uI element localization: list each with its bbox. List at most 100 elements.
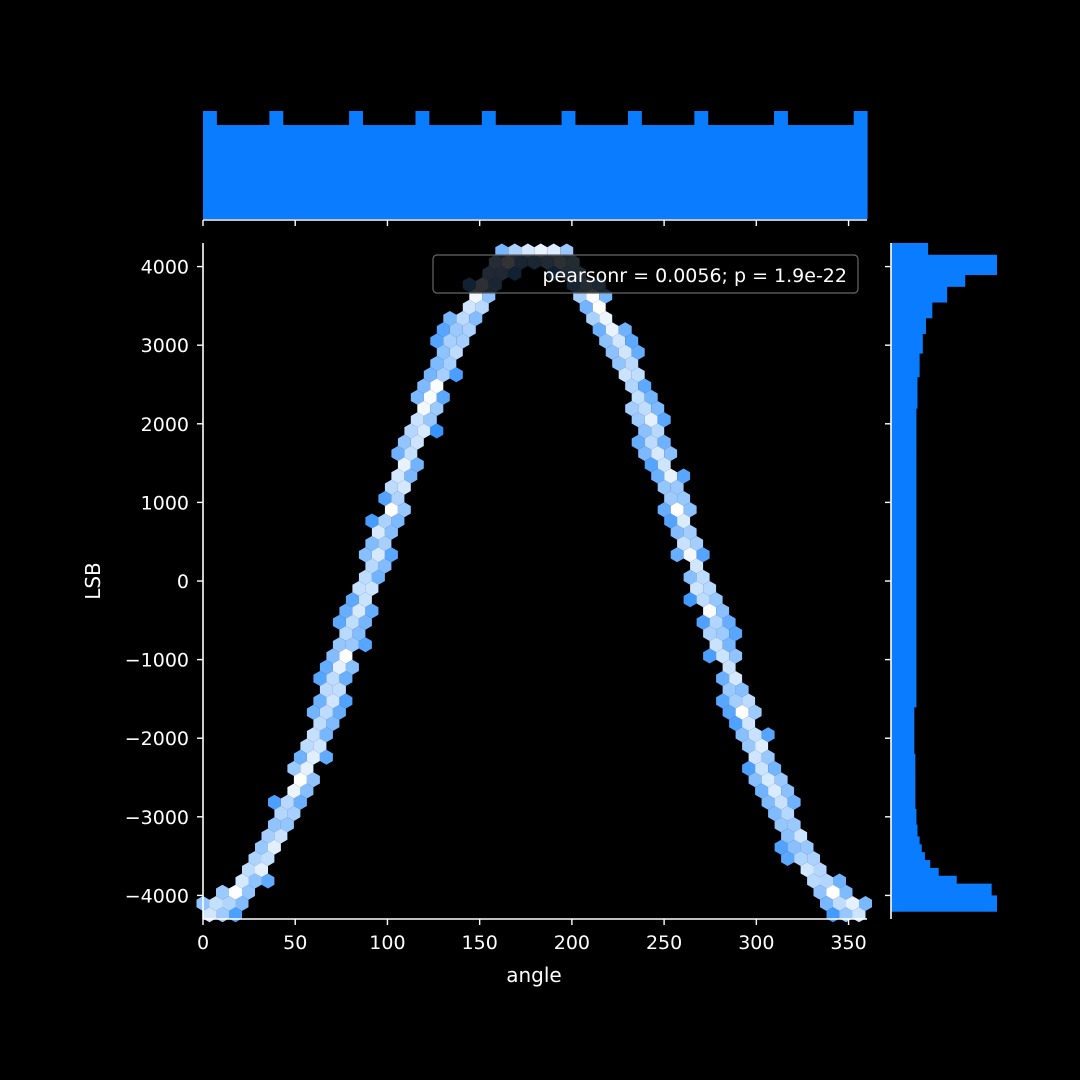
hex-bin <box>436 367 450 383</box>
hex-bin <box>261 851 275 866</box>
hex-bin <box>839 884 853 900</box>
right-hist-bar <box>891 753 916 786</box>
top-hist-bar <box>707 125 722 219</box>
hex-bin <box>397 457 411 473</box>
hex-bin <box>339 671 353 686</box>
hex-bin <box>644 434 658 450</box>
top-hist-bar <box>588 125 602 219</box>
top-hist-bar <box>256 125 270 219</box>
right-hist-bar <box>891 895 997 912</box>
hex-bin <box>430 401 444 416</box>
hex-bin <box>774 772 788 788</box>
hex-bin <box>358 547 372 563</box>
legend: pearsonr = 0.0056; p = 1.9e-22 <box>432 254 859 294</box>
hex-bin <box>677 468 691 484</box>
hex-bin <box>397 502 411 518</box>
hex-bin <box>326 671 340 686</box>
hex-bin <box>742 761 756 776</box>
hex-bin <box>242 884 255 900</box>
hex-bin <box>696 569 710 585</box>
main-axes: 0 50 100 150 200 250 300 350 −4000 −3000 −2000 −100… <box>125 243 867 954</box>
hex-bin <box>826 884 840 900</box>
hex-bin <box>709 614 723 630</box>
hex-bin <box>274 828 288 844</box>
y-tick-label: −3000 <box>125 807 189 829</box>
hex-bin <box>644 389 658 405</box>
top-hist-bar <box>229 125 244 219</box>
hex-bin <box>339 648 353 664</box>
hex-bin <box>313 693 327 709</box>
hex-bin <box>352 581 366 596</box>
hex-bin <box>384 524 398 540</box>
hex-bin <box>436 322 450 338</box>
hex-bin <box>651 446 665 461</box>
hex-bin <box>722 614 736 630</box>
hex-bin <box>768 761 782 776</box>
hex-bin <box>436 389 450 405</box>
hex-bin <box>456 333 470 349</box>
hex-bin <box>345 659 359 675</box>
hex-bin <box>306 749 320 765</box>
hex-bin <box>293 749 307 765</box>
right-hist-bar <box>891 875 957 885</box>
hex-bin <box>787 794 801 810</box>
hex-bin <box>417 378 431 394</box>
hex-bin <box>813 862 827 878</box>
hex-bin <box>657 457 671 473</box>
hex-bin <box>677 491 691 506</box>
right-hist-bar <box>891 317 926 334</box>
hex-bin <box>384 502 398 518</box>
top-hist-bar <box>282 125 297 219</box>
hex-bin <box>384 547 398 563</box>
hex-bin <box>625 401 639 416</box>
hex-bin <box>716 648 730 664</box>
hex-bin <box>638 423 652 439</box>
hex-bin <box>345 637 359 653</box>
right-hist-bar <box>891 376 918 409</box>
hex-bin <box>222 896 236 911</box>
hex-bin <box>670 524 684 540</box>
hex-bin <box>209 896 223 911</box>
hex-bin <box>378 491 392 506</box>
x-tick-label: 100 <box>369 932 405 954</box>
hex-bin <box>365 558 379 574</box>
hex-bin <box>443 333 457 349</box>
hex-bin <box>813 884 827 900</box>
hex-bin <box>605 344 619 360</box>
top-hist-bar <box>720 125 735 219</box>
top-hist-bar <box>468 125 483 219</box>
top-hist-bar <box>627 111 642 219</box>
hex-bin <box>313 671 327 686</box>
hex-bin <box>716 603 730 619</box>
hex-bin <box>319 659 333 675</box>
hex-bin <box>755 761 769 776</box>
right-hist-bar <box>891 883 992 897</box>
x-tick-label: 150 <box>462 932 498 954</box>
hex-bin <box>670 479 684 495</box>
hex-bin <box>729 693 743 709</box>
hex-bin <box>274 806 288 821</box>
hex-bin <box>306 727 320 743</box>
hex-bin <box>781 851 795 866</box>
hex-bin <box>833 896 846 911</box>
hex-bin <box>443 356 457 371</box>
hex-bin <box>475 299 489 315</box>
hex-bin <box>625 378 639 394</box>
hex-bin <box>651 401 665 416</box>
hex-bin <box>696 614 710 630</box>
hex-bin <box>313 716 327 731</box>
hex-bin <box>599 333 613 349</box>
hex-bin <box>729 626 743 641</box>
hex-bin <box>644 457 658 473</box>
hex-bin <box>768 783 782 799</box>
hex-bin <box>683 547 697 563</box>
hex-bin <box>768 806 782 821</box>
right-hist-bar <box>891 353 920 378</box>
hex-bin <box>410 412 424 428</box>
top-hist-bar <box>800 125 815 219</box>
top-hist-bar <box>322 125 337 219</box>
top-hist-bar <box>495 125 510 219</box>
top-marginal-histogram <box>202 111 868 226</box>
hex-bin <box>326 693 340 709</box>
